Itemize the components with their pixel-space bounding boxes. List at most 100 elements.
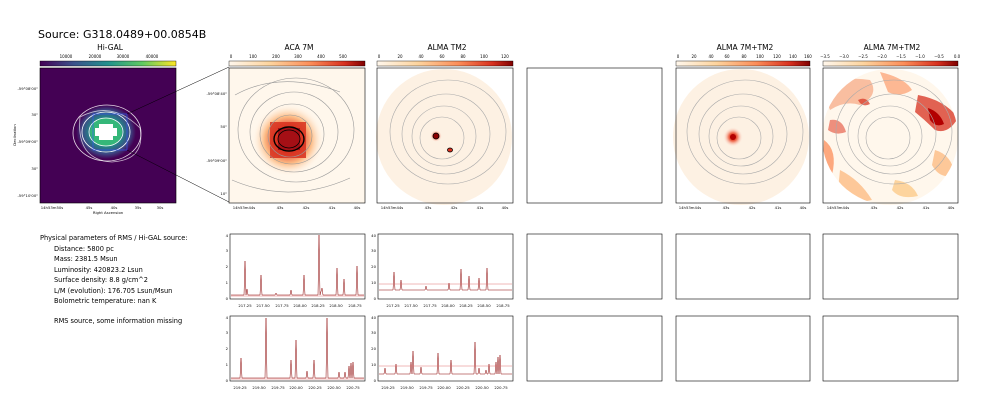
info-note: RMS source, some information missing — [54, 316, 183, 325]
svg-text:40s: 40s — [502, 205, 509, 210]
tm2-title: ALMA TM2 — [427, 43, 467, 52]
svg-text:80: 80 — [460, 54, 466, 59]
svg-text:120: 120 — [501, 54, 509, 59]
tm7-colorbar-ticks: 0 20 40 60 80 100 120 140 160 — [677, 54, 813, 59]
svg-text:220.75: 220.75 — [346, 385, 360, 390]
spectrum-xticks: 217.25 217.50 217.75 218.00 218.25 218.5… — [386, 303, 510, 308]
svg-text:-59°08'40": -59°08'40" — [206, 91, 227, 96]
spectrum-yticks: 0 10 20 30 40 — [371, 233, 376, 301]
svg-text:218.50: 218.50 — [477, 303, 491, 308]
svg-text:220.50: 220.50 — [475, 385, 489, 390]
info-mass: Mass: 2381.5 Msun — [54, 255, 118, 263]
svg-text:218.00: 218.00 — [293, 303, 307, 308]
info-lm-ratio: L/M (evolution): 176.705 Lsun/Msun — [54, 286, 173, 295]
svg-text:220.25: 220.25 — [308, 385, 322, 390]
tm7log-colorbar — [822, 60, 959, 67]
svg-text:42s: 42s — [749, 205, 756, 210]
svg-text:-59°08'00": -59°08'00" — [17, 86, 38, 91]
zoom-line — [126, 149, 230, 203]
svg-text:160: 160 — [804, 54, 812, 59]
higal-contours — [72, 104, 142, 163]
tm2-panel: 0 20 40 60 80 100 120 14h53m44s 43s 42s … — [376, 54, 514, 210]
tm2-core-contour — [432, 132, 440, 140]
info-bolometric-temperature: Bolometric temperature: nan K — [54, 297, 157, 305]
tm7log-xticks: 14h53m44s 43s 42s 41s 40s — [827, 205, 955, 210]
tm7log-colorbar-ticks: −3.5 −3.0 −2.5 −2.0 −1.5 −1.0 −0.5 0.0 — [820, 54, 960, 59]
svg-text:43s: 43s — [425, 205, 432, 210]
svg-text:-59°09'00": -59°09'00" — [206, 158, 227, 163]
svg-text:20: 20 — [371, 264, 376, 269]
higal-panel: 10000 20000 30000 40000 -59°08'00" 30" -… — [12, 54, 230, 215]
cbar-tick: 10000 — [60, 54, 73, 59]
svg-text:220.25: 220.25 — [456, 385, 470, 390]
svg-text:219.25: 219.25 — [381, 385, 395, 390]
svg-text:41s: 41s — [477, 205, 484, 210]
svg-text:217.25: 217.25 — [238, 303, 252, 308]
cbar-tick: 20000 — [89, 54, 102, 59]
svg-text:60: 60 — [724, 54, 730, 59]
svg-text:0: 0 — [226, 296, 229, 301]
physical-parameters: Physical parameters of RMS / Hi-GAL sour… — [40, 233, 188, 326]
spectrum-yticks: 0 1 2 3 4 — [226, 233, 229, 301]
svg-text:2: 2 — [226, 264, 229, 269]
svg-text:30: 30 — [371, 248, 376, 253]
higal-title: Hi-GAL — [97, 43, 123, 52]
svg-text:14h53m50s: 14h53m50s — [41, 205, 64, 210]
empty-image-panel — [526, 67, 663, 204]
svg-text:217.25: 217.25 — [386, 303, 400, 308]
svg-text:42s: 42s — [897, 205, 904, 210]
spectrum-aca-row2: 0 1 2 3 4 219.25 219.50 219.75 220.00 22… — [226, 315, 366, 390]
cbar-tick: 30000 — [117, 54, 130, 59]
svg-text:20: 20 — [371, 346, 376, 351]
zoom-line — [126, 66, 230, 115]
tm2-colorbar — [376, 60, 514, 67]
svg-text:30: 30 — [371, 330, 376, 335]
svg-text:14h53m44s: 14h53m44s — [679, 205, 702, 210]
svg-text:−2.5: −2.5 — [858, 54, 868, 59]
svg-text:218.75: 218.75 — [496, 303, 510, 308]
svg-text:217.75: 217.75 — [423, 303, 437, 308]
svg-text:218.25: 218.25 — [311, 303, 325, 308]
svg-text:10": 10" — [220, 191, 227, 196]
tm2-image — [376, 69, 512, 205]
svg-text:3: 3 — [226, 330, 229, 335]
svg-text:41s: 41s — [775, 205, 782, 210]
svg-text:41s: 41s — [923, 205, 930, 210]
higal-xlabel: Right Ascension — [93, 210, 124, 215]
tm7log-contours — [835, 79, 953, 185]
svg-text:30": 30" — [31, 166, 38, 171]
svg-text:-59°10'00": -59°10'00" — [17, 193, 38, 198]
spectrum-tm2-row1: 0 10 20 30 40 217.25 217.50 217.75 218.0… — [371, 233, 514, 308]
svg-text:1: 1 — [226, 280, 229, 285]
svg-text:218.75: 218.75 — [348, 303, 362, 308]
svg-text:40: 40 — [418, 54, 424, 59]
spectrum-yticks: 0 10 20 30 40 — [371, 315, 376, 383]
aca7m-colorbar-ticks: 0 100 200 300 400 500 — [230, 54, 348, 59]
svg-text:42s: 42s — [451, 205, 458, 210]
svg-text:219.75: 219.75 — [271, 385, 285, 390]
svg-text:40: 40 — [371, 233, 376, 238]
spectrum-yticks: 0 1 2 3 4 — [226, 315, 229, 383]
svg-text:3: 3 — [226, 248, 229, 253]
info-distance: Distance: 5800 pc — [54, 244, 114, 253]
svg-text:0: 0 — [374, 296, 377, 301]
aca7m-title: ACA 7M — [284, 43, 314, 52]
spectrum-xticks: 219.25 219.50 219.75 220.00 220.25 220.5… — [381, 385, 508, 390]
svg-text:14h53m44s: 14h53m44s — [233, 205, 256, 210]
svg-text:42s: 42s — [303, 205, 310, 210]
higal-ylabel: Declination — [12, 124, 17, 146]
higal-colorbar-ticks: 10000 20000 30000 40000 — [60, 54, 159, 59]
svg-text:43s: 43s — [871, 205, 878, 210]
svg-text:4: 4 — [226, 315, 229, 320]
svg-text:0: 0 — [226, 378, 229, 383]
svg-text:80: 80 — [741, 54, 747, 59]
source-title: Source: G318.0489+00.0854B — [38, 28, 207, 41]
tm7-title: ALMA 7M+TM2 — [716, 43, 774, 52]
svg-text:0: 0 — [230, 54, 233, 59]
info-surface-density: Surface density: 8.8 g/cm^2 — [54, 276, 148, 284]
svg-text:0.0: 0.0 — [954, 54, 961, 59]
empty-spectrum-panel — [526, 233, 663, 300]
svg-text:100: 100 — [249, 54, 257, 59]
spectrum-xticks: 217.25 217.50 217.75 218.00 218.25 218.5… — [238, 303, 362, 308]
tm2-colorbar-ticks: 0 20 40 60 80 100 120 — [378, 54, 510, 59]
